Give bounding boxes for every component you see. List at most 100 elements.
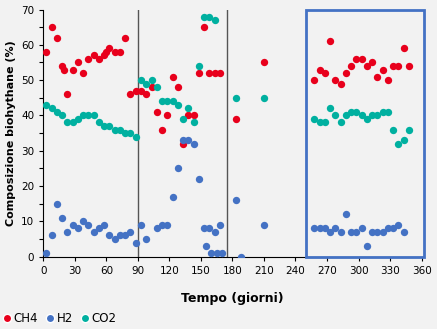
Point (211, 17, 218, 23)
Point (117, 233, 124, 238)
Point (43, 49, 50, 55)
Point (48, 233, 55, 238)
Point (59, 63, 66, 69)
Point (195, 70, 202, 76)
Point (164, 222, 171, 227)
Point (364, 243, 371, 249)
Point (326, 106, 333, 111)
Point (348, 109, 355, 114)
Point (85, 222, 92, 227)
Point (201, 25, 208, 30)
Point (106, 123, 113, 129)
Point (164, 113, 171, 118)
X-axis label: Tempo (giorni): Tempo (giorni) (181, 292, 284, 305)
Point (169, 99, 176, 104)
Point (80, 219, 87, 224)
Point (90, 53, 97, 58)
Point (80, 70, 87, 76)
Point (85, 56, 92, 62)
Point (208, 250, 215, 256)
Point (211, 229, 218, 235)
Bar (306, 10, 423, 257)
Point (143, 92, 150, 97)
Point (185, 113, 192, 118)
Point (316, 67, 323, 72)
Point (74, 226, 81, 231)
Point (159, 99, 166, 104)
Point (64, 120, 71, 125)
Point (59, 215, 66, 220)
Point (185, 106, 192, 111)
Point (180, 116, 187, 122)
Point (195, 176, 202, 182)
Point (321, 120, 328, 125)
Point (337, 120, 344, 125)
Point (201, 226, 208, 231)
Point (260, 222, 267, 227)
Point (190, 141, 197, 146)
Point (90, 113, 97, 118)
Point (95, 120, 102, 125)
Point (369, 229, 376, 235)
Point (364, 63, 371, 69)
Point (159, 222, 166, 227)
Point (379, 229, 386, 235)
Point (174, 85, 181, 90)
Point (143, 81, 150, 86)
Point (332, 113, 339, 118)
Point (53, 109, 60, 114)
Point (385, 109, 392, 114)
Legend: CH4, H2, CO2: CH4, H2, CO2 (4, 312, 117, 325)
Point (395, 222, 402, 227)
Point (348, 229, 355, 235)
Point (43, 102, 50, 108)
Point (237, 254, 244, 259)
Point (364, 116, 371, 122)
Point (358, 56, 365, 62)
Point (127, 92, 134, 97)
Point (358, 113, 365, 118)
Point (326, 229, 333, 235)
Point (395, 141, 402, 146)
Point (111, 127, 118, 132)
Point (132, 240, 139, 245)
Point (106, 46, 113, 51)
Point (385, 226, 392, 231)
Point (169, 74, 176, 79)
Point (143, 236, 150, 241)
Point (59, 113, 66, 118)
Point (260, 60, 267, 65)
Point (353, 109, 360, 114)
Point (53, 35, 60, 40)
Point (374, 113, 381, 118)
Point (138, 78, 145, 83)
Point (106, 233, 113, 238)
Point (203, 243, 210, 249)
Point (69, 67, 76, 72)
Point (390, 63, 397, 69)
Point (153, 109, 160, 114)
Y-axis label: Composizione biohythane (%): Composizione biohythane (%) (6, 40, 16, 226)
Point (332, 226, 339, 231)
Point (138, 222, 145, 227)
Point (174, 102, 181, 108)
Point (95, 226, 102, 231)
Point (211, 70, 218, 76)
Point (61, 67, 68, 72)
Point (400, 229, 407, 235)
Point (213, 250, 220, 256)
Point (127, 229, 134, 235)
Point (379, 109, 386, 114)
Point (206, 70, 213, 76)
Point (90, 229, 97, 235)
Point (148, 85, 155, 90)
Point (232, 197, 239, 203)
Point (138, 88, 145, 93)
Point (390, 127, 397, 132)
Point (101, 53, 108, 58)
Point (64, 229, 71, 235)
Point (343, 113, 350, 118)
Point (358, 226, 365, 231)
Point (174, 166, 181, 171)
Point (348, 63, 355, 69)
